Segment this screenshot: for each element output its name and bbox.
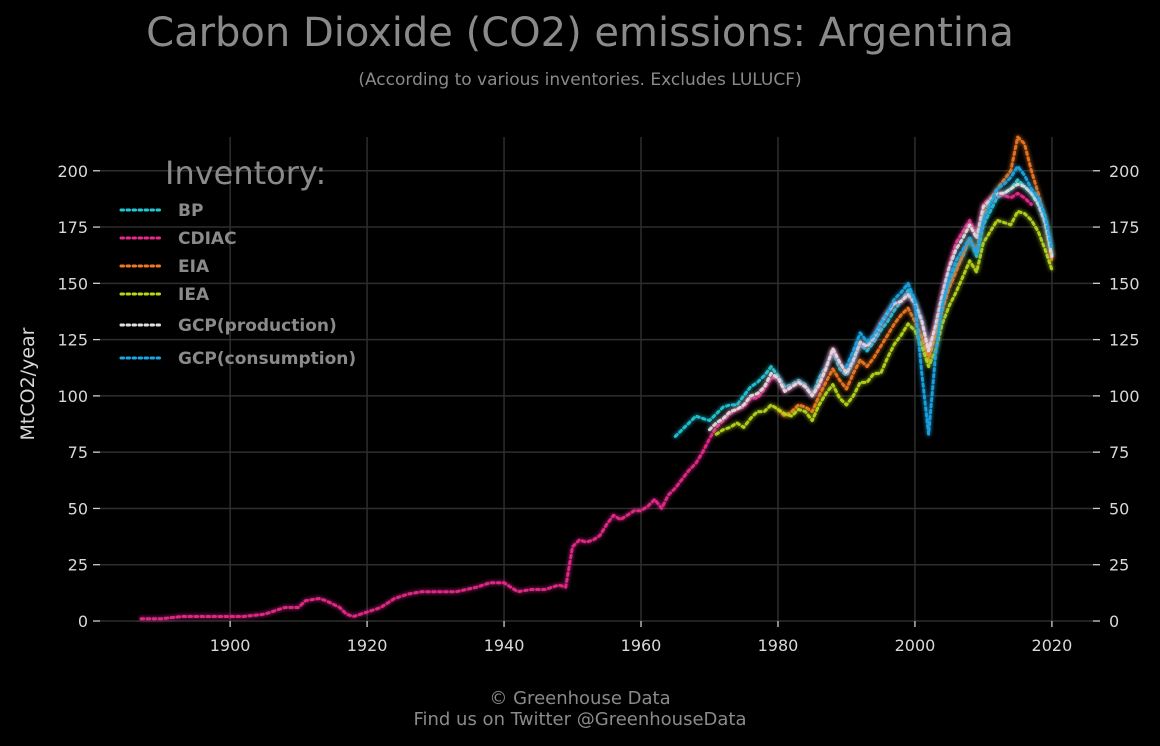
y-tick-label-right: 150	[1109, 274, 1140, 293]
x-tick-label: 2020	[1032, 636, 1073, 655]
series-group	[139, 135, 1054, 621]
y-tick-label-right: 100	[1109, 387, 1140, 406]
y-tick-label-right: 0	[1109, 612, 1119, 631]
y-tick-label-left: 75	[68, 443, 88, 462]
x-tick-label: 1940	[484, 636, 525, 655]
legend: Inventory: BP CDIAC EIA IEA GCP(production) G…	[119, 154, 356, 369]
series-line-bp	[673, 178, 1054, 438]
y-tick-label-right: 200	[1109, 162, 1140, 181]
legend-title: Inventory:	[165, 154, 326, 192]
y-tick-label-right: 25	[1109, 556, 1129, 575]
x-tick-label: 1900	[210, 636, 251, 655]
grid	[100, 137, 1093, 622]
y-axis-label: MtCO2/year	[17, 327, 39, 440]
y-tick-label-right: 175	[1109, 218, 1140, 237]
y-tick-label-left: 175	[57, 218, 88, 237]
y-tick-label-left: 200	[57, 162, 88, 181]
y-tick-label-right: 125	[1109, 331, 1140, 350]
x-tick-label: 2000	[895, 636, 936, 655]
series-line-gcp-consumption	[845, 164, 1054, 436]
chart-subtitle: (According to various inventories. Exclu…	[358, 70, 802, 90]
footer-copyright: © Greenhouse Data	[489, 688, 671, 709]
x-tick-label: 1920	[347, 636, 388, 655]
footer-twitter: Find us on Twitter @GreenhouseData	[413, 709, 747, 730]
y-tick-label-right: 50	[1109, 499, 1129, 518]
axes: 1900 1920 1940 1960 1980 2000 2020 0 0 25 25 50 50 75…	[57, 162, 1139, 655]
legend-label-bp: BP	[178, 201, 203, 221]
legend-label-cdiac: CDIAC	[178, 229, 237, 249]
y-tick-label-left: 100	[57, 387, 88, 406]
y-tick-label-left: 50	[68, 499, 88, 518]
legend-label-eia: EIA	[178, 257, 210, 277]
y-tick-label-left: 25	[68, 556, 88, 575]
y-tick-label-left: 125	[57, 331, 88, 350]
series-line-cdiac	[139, 191, 1033, 621]
x-tick-label: 1960	[621, 636, 662, 655]
chart-title: Carbon Dioxide (CO2) emissions: Argentin…	[146, 10, 1014, 56]
series-line-iea	[714, 209, 1054, 436]
legend-label-iea: IEA	[178, 285, 210, 305]
x-tick-label: 1980	[758, 636, 799, 655]
legend-label-gcp-production: GCP(production)	[178, 316, 337, 336]
y-tick-label-left: 150	[57, 274, 88, 293]
series-line-eia	[776, 135, 1054, 418]
y-tick-label-left: 0	[78, 612, 88, 631]
y-tick-label-right: 75	[1109, 443, 1129, 462]
legend-label-gcp-consumption: GCP(consumption)	[178, 349, 356, 369]
